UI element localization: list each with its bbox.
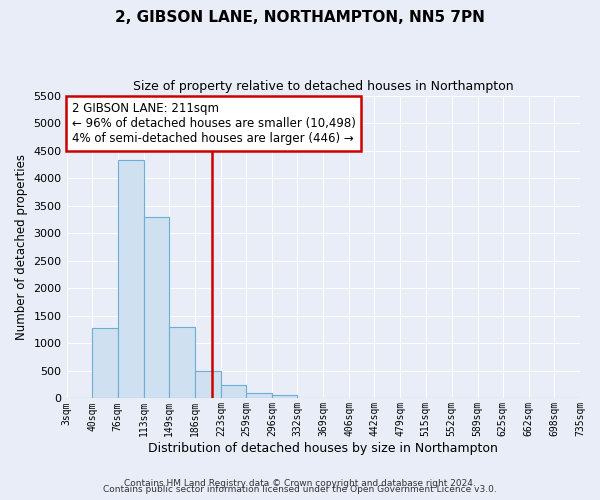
Text: 2, GIBSON LANE, NORTHAMPTON, NN5 7PN: 2, GIBSON LANE, NORTHAMPTON, NN5 7PN bbox=[115, 10, 485, 25]
Bar bbox=[118, 160, 144, 398]
Title: Size of property relative to detached houses in Northampton: Size of property relative to detached ho… bbox=[133, 80, 514, 93]
Bar bbox=[144, 218, 169, 398]
Bar bbox=[195, 372, 221, 398]
Text: Contains HM Land Registry data © Crown copyright and database right 2024.: Contains HM Land Registry data © Crown c… bbox=[124, 478, 476, 488]
X-axis label: Distribution of detached houses by size in Northampton: Distribution of detached houses by size … bbox=[148, 442, 498, 455]
Bar bbox=[221, 385, 246, 398]
Text: 2 GIBSON LANE: 211sqm
← 96% of detached houses are smaller (10,498)
4% of semi-d: 2 GIBSON LANE: 211sqm ← 96% of detached … bbox=[71, 102, 356, 144]
Bar bbox=[169, 328, 195, 398]
Bar bbox=[272, 396, 298, 398]
Bar bbox=[92, 328, 118, 398]
Text: Contains public sector information licensed under the Open Government Licence v3: Contains public sector information licen… bbox=[103, 485, 497, 494]
Y-axis label: Number of detached properties: Number of detached properties bbox=[15, 154, 28, 340]
Bar bbox=[246, 394, 272, 398]
